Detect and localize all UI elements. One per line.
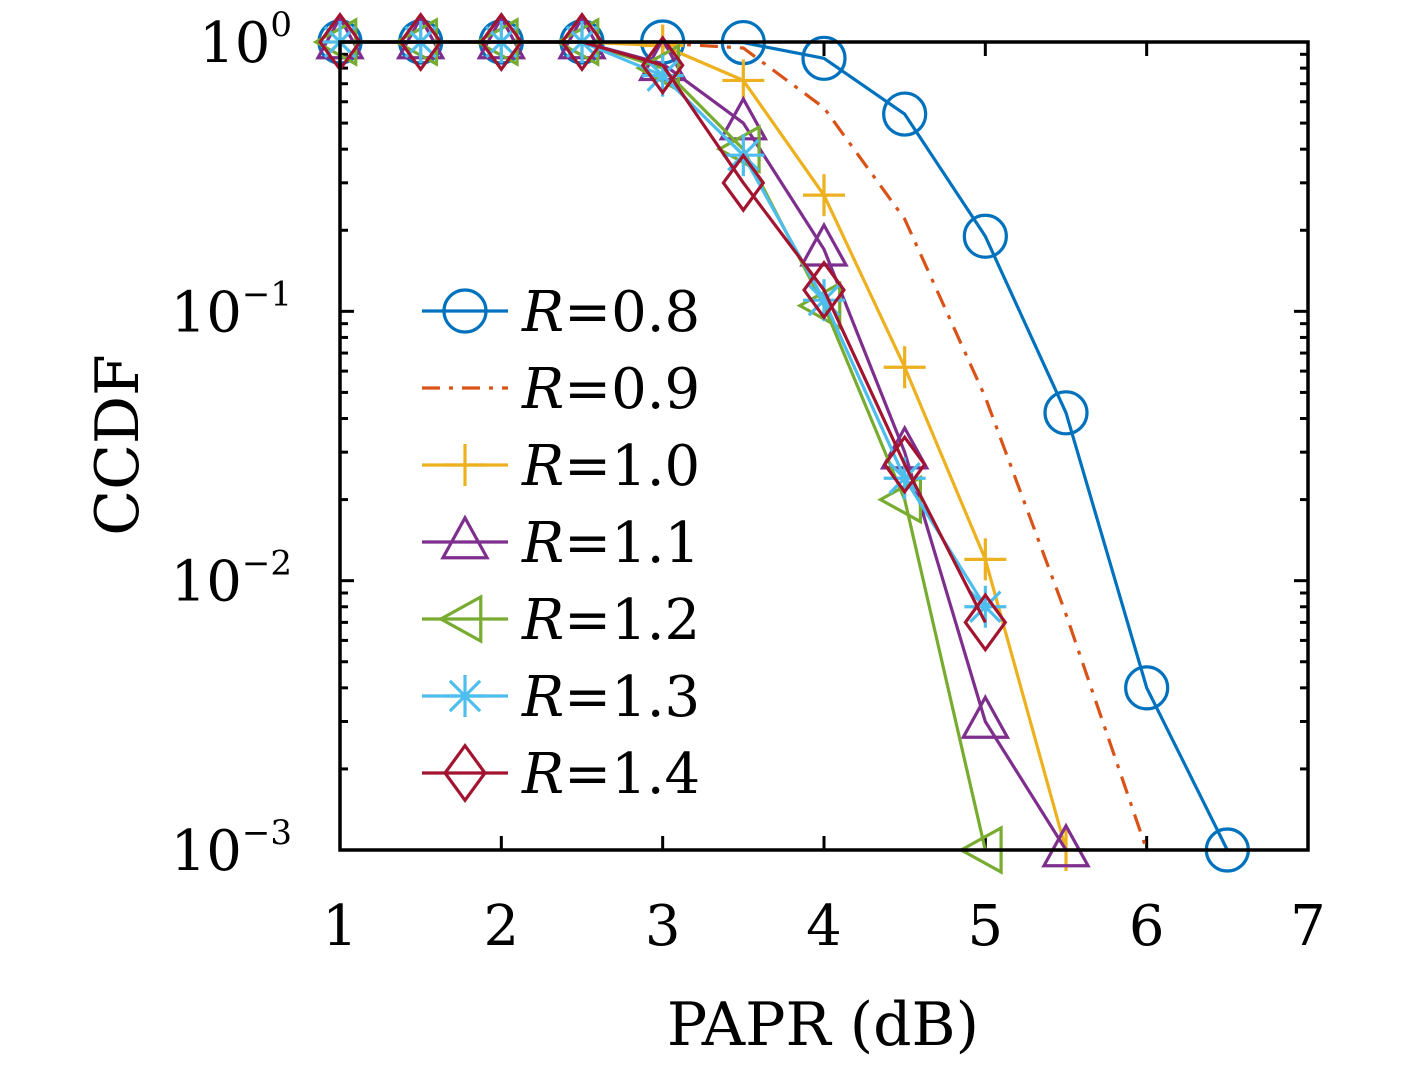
legend-item-r-1-0: R=1.0 [422, 434, 700, 499]
frame-layer [338, 40, 1310, 852]
data-point [801, 35, 847, 81]
legend-label: R=1.0 [521, 434, 700, 499]
data-point [1124, 665, 1170, 711]
data-point [960, 694, 1011, 739]
marker-stroke [448, 679, 482, 713]
data-point [560, 11, 604, 73]
data-point [964, 538, 1007, 581]
legend-item-r-1-2: R=1.2 [422, 588, 700, 653]
legend-marker [443, 742, 487, 804]
data-point [883, 346, 926, 389]
data-point [882, 91, 928, 137]
legend-item-r-1-3: R=1.3 [422, 665, 700, 730]
legend-marker [444, 444, 486, 486]
data-point [882, 434, 927, 495]
legend-label: R=1.2 [521, 588, 700, 653]
y-tick-label: 10−3 [171, 813, 292, 884]
series-layer [312, 11, 1250, 875]
legend-item-r-0-9: R=0.9 [422, 357, 700, 422]
marker-stroke [888, 462, 921, 495]
legend-label: R=1.3 [521, 665, 700, 730]
x-tick-label: 5 [968, 894, 1004, 959]
marker-stroke [646, 59, 679, 92]
x-tick-label: 2 [484, 894, 520, 959]
series-r-1-1 [315, 14, 1091, 868]
legend-item-r-1-4: R=1.4 [422, 742, 700, 807]
axes: 1 2 3 4 5 6 7 100 10−1 10−2 10−3 [171, 5, 1326, 959]
x-tick-label: 6 [1129, 894, 1165, 959]
x-tick-label: 3 [645, 894, 681, 959]
legend-label: R=1.1 [521, 511, 700, 576]
legend-marker [442, 288, 488, 334]
legend-marker [444, 675, 486, 717]
legend-marker [440, 514, 490, 560]
marker-stroke [807, 283, 841, 317]
data-point [1041, 822, 1091, 868]
legend-label: R=0.9 [521, 357, 700, 422]
data-point [479, 11, 524, 73]
legend-label: R=0.8 [521, 280, 700, 345]
y-tick-label: 100 [199, 5, 292, 76]
y-tick-label: 10−2 [171, 544, 292, 615]
data-point [963, 592, 1008, 653]
x-tick-label: 1 [322, 894, 358, 959]
plot-frame [338, 40, 1310, 852]
x-tick-label: 7 [1290, 894, 1326, 959]
data-point [721, 152, 766, 213]
series-line [340, 40, 1229, 851]
legend: R=0.8 R=0.9 R=1.0 R=1.1 R=1.2 R=1.3 R=1.4 [422, 280, 700, 807]
data-point [722, 59, 765, 102]
data-point [802, 259, 846, 321]
legend-item-r-0-8: R=0.8 [422, 280, 700, 345]
marker-stroke [969, 590, 1002, 624]
x-tick-label: 4 [806, 894, 842, 959]
legend-marker [437, 594, 483, 644]
legend-item-r-1-1: R=1.1 [422, 511, 700, 576]
data-point [640, 35, 685, 96]
series-r-1-0 [319, 21, 1087, 871]
y-axis-label: CCDF [83, 354, 153, 536]
data-point [962, 213, 1008, 259]
data-point [398, 11, 443, 73]
legend-label: R=1.4 [521, 742, 700, 807]
x-axis-label: PAPR (dB) [667, 990, 979, 1060]
data-point [1043, 390, 1089, 436]
data-point [803, 174, 845, 217]
y-tick-label: 10−1 [171, 274, 292, 345]
